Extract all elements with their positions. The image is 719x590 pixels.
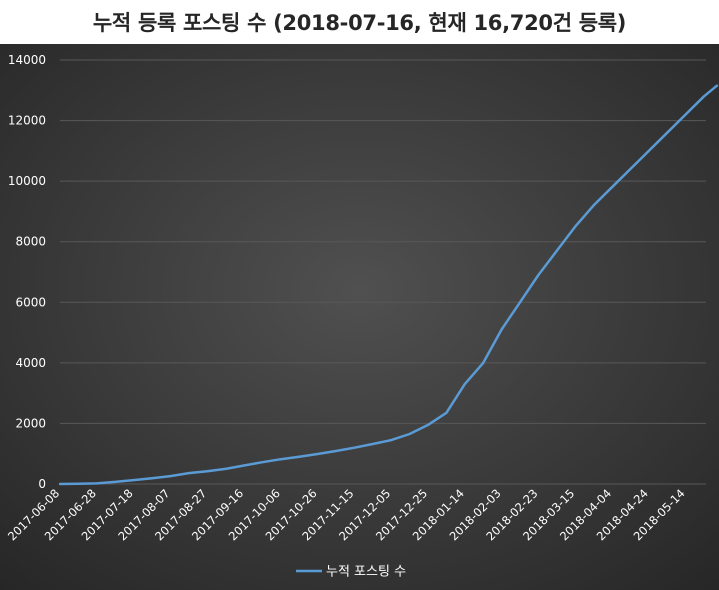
y-tick-label: 14000 <box>8 53 46 67</box>
chart-title: 누적 등록 포스팅 수 (2018-07-16, 현재 16,720건 등록) <box>92 11 627 35</box>
chart-area: 0 2000 4000 6000 8000 10000 12000 14000 2017-06… <box>0 44 719 590</box>
y-axis-ticks: 0 2000 4000 6000 8000 10000 12000 14000 <box>8 53 46 491</box>
plot-background <box>0 44 719 590</box>
series-layer <box>58 84 719 486</box>
legend-label: 누적 포스팅 수 <box>326 565 406 580</box>
y-tick-label: 4000 <box>15 356 46 370</box>
y-tick-label: 0 <box>38 477 46 491</box>
legend: 누적 포스팅 수 <box>296 565 406 580</box>
y-tick-label: 8000 <box>15 235 46 249</box>
series-line <box>58 84 719 486</box>
gridlines <box>60 59 706 485</box>
y-tick-label: 2000 <box>15 416 46 430</box>
y-tick-label: 10000 <box>8 174 46 188</box>
y-tick-label: 6000 <box>15 295 46 309</box>
chart-title-bar: 누적 등록 포스팅 수 (2018-07-16, 현재 16,720건 등록) <box>0 0 719 44</box>
y-tick-label: 12000 <box>8 114 46 128</box>
